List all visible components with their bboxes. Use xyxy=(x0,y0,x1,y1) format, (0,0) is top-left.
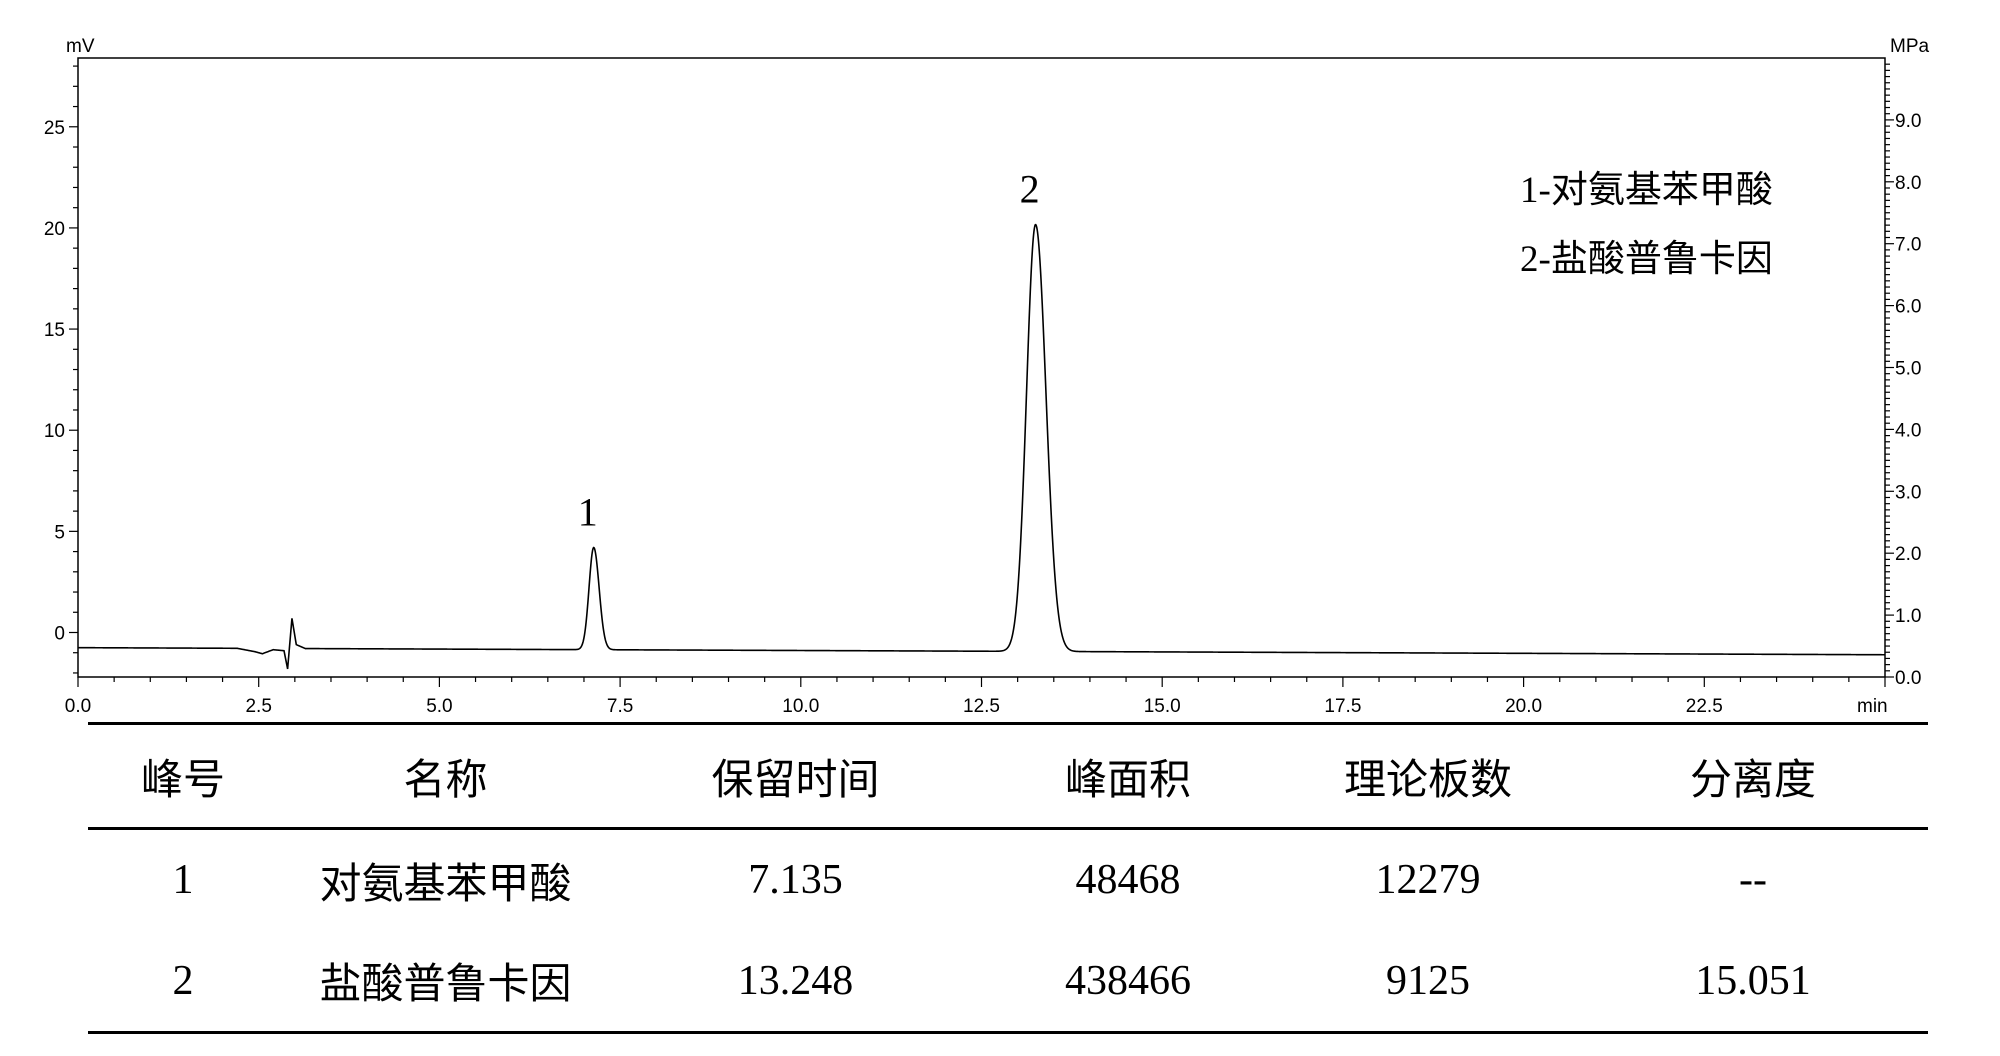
y2-tick-label: 0.0 xyxy=(1895,668,1921,689)
cell-retention-time: 13.248 xyxy=(613,930,978,1034)
y-tick-label: 20 xyxy=(44,219,65,240)
x-tick-label: 22.5 xyxy=(1686,696,1723,717)
y2-tick-label: 4.0 xyxy=(1895,420,1921,441)
plot-frame xyxy=(77,57,1886,678)
legend-entry-1: 1-对氨基苯甲酸 xyxy=(1520,169,1773,211)
y-tick-label: 15 xyxy=(44,320,65,341)
cell-peak-area: 48468 xyxy=(1075,857,1181,904)
x-tick-label: 12.5 xyxy=(963,696,1000,717)
cell-resolution: 15.051 xyxy=(1578,930,1928,1034)
y2-tick-label: 7.0 xyxy=(1895,235,1921,256)
y2-tick-label: 8.0 xyxy=(1895,173,1921,194)
table-row: 1 对氨基苯甲酸 7.135 48468 12279 -- xyxy=(88,829,1928,931)
header-retention-time: 保留时间 xyxy=(613,722,978,830)
cell-peak-area: 438466 xyxy=(978,930,1278,1034)
y-tick-label: 5 xyxy=(54,522,65,543)
header-theoretical-plates: 理论板数 xyxy=(1278,722,1578,830)
x-tick-label: 5.0 xyxy=(426,696,452,717)
cell-name: 对氨基苯甲酸 xyxy=(319,861,572,908)
x-tick-label: 0.0 xyxy=(65,696,91,717)
table-header-row: 峰号 名称 保留时间 峰面积 理论板数 分离度 xyxy=(88,722,1928,830)
x-axis-unit: min xyxy=(1857,696,1888,717)
cell-theoretical-plates: 12279 xyxy=(1375,857,1481,904)
y2-tick-label: 2.0 xyxy=(1895,544,1921,565)
x-tick-label: 7.5 xyxy=(607,696,633,717)
cell-resolution: -- xyxy=(1739,857,1767,904)
x-tick-label: 15.0 xyxy=(1144,696,1181,717)
header-resolution: 分离度 xyxy=(1578,722,1928,830)
header-peak-number: 峰号 xyxy=(88,722,278,830)
legend-entry-2: 2-盐酸普鲁卡因 xyxy=(1520,238,1773,280)
peak-label: 2 xyxy=(1020,167,1040,212)
x-tick-label: 17.5 xyxy=(1324,696,1361,717)
cell-peak-number: 2 xyxy=(88,930,278,1034)
cell-peak-number: 1 xyxy=(172,857,194,904)
table-row: 2 盐酸普鲁卡因 13.248 438466 9125 15.051 xyxy=(88,930,1928,1034)
y2-tick-label: 3.0 xyxy=(1895,482,1921,503)
y-tick-label: 0 xyxy=(54,623,65,644)
header-peak-area: 峰面积 xyxy=(978,722,1278,830)
cell-name: 盐酸普鲁卡因 xyxy=(278,930,613,1034)
cell-theoretical-plates: 9125 xyxy=(1278,930,1578,1034)
y2-tick-label: 1.0 xyxy=(1895,606,1921,627)
x-tick-label: 20.0 xyxy=(1505,696,1542,717)
cell-retention-time: 7.135 xyxy=(748,857,843,904)
y2-axis-unit: MPa xyxy=(1890,36,1930,57)
y-axis-unit: mV xyxy=(66,36,95,57)
y2-tick-label: 5.0 xyxy=(1895,359,1921,380)
peak-label: 1 xyxy=(578,490,598,535)
y-tick-label: 10 xyxy=(44,421,65,442)
y2-tick-label: 9.0 xyxy=(1895,111,1921,132)
signal-trace xyxy=(78,223,1885,670)
header-name: 名称 xyxy=(278,722,613,830)
x-tick-label: 2.5 xyxy=(245,696,271,717)
chromatogram-svg: mV MPa min 1-对氨基苯甲酸 2-盐酸普鲁卡因 0.0 2.5 5.0 7.… xyxy=(44,36,1930,717)
chromatogram-chart: mV MPa min 1-对氨基苯甲酸 2-盐酸普鲁卡因 0.0 2.5 5.0 7.… xyxy=(44,36,1930,717)
y2-tick-label: 6.0 xyxy=(1895,297,1921,318)
x-tick-label: 10.0 xyxy=(782,696,819,717)
y-tick-label: 25 xyxy=(44,118,65,139)
results-table: 峰号 名称 保留时间 峰面积 理论板数 分离度 1 对氨基苯甲酸 7.135 4… xyxy=(88,722,1928,1034)
